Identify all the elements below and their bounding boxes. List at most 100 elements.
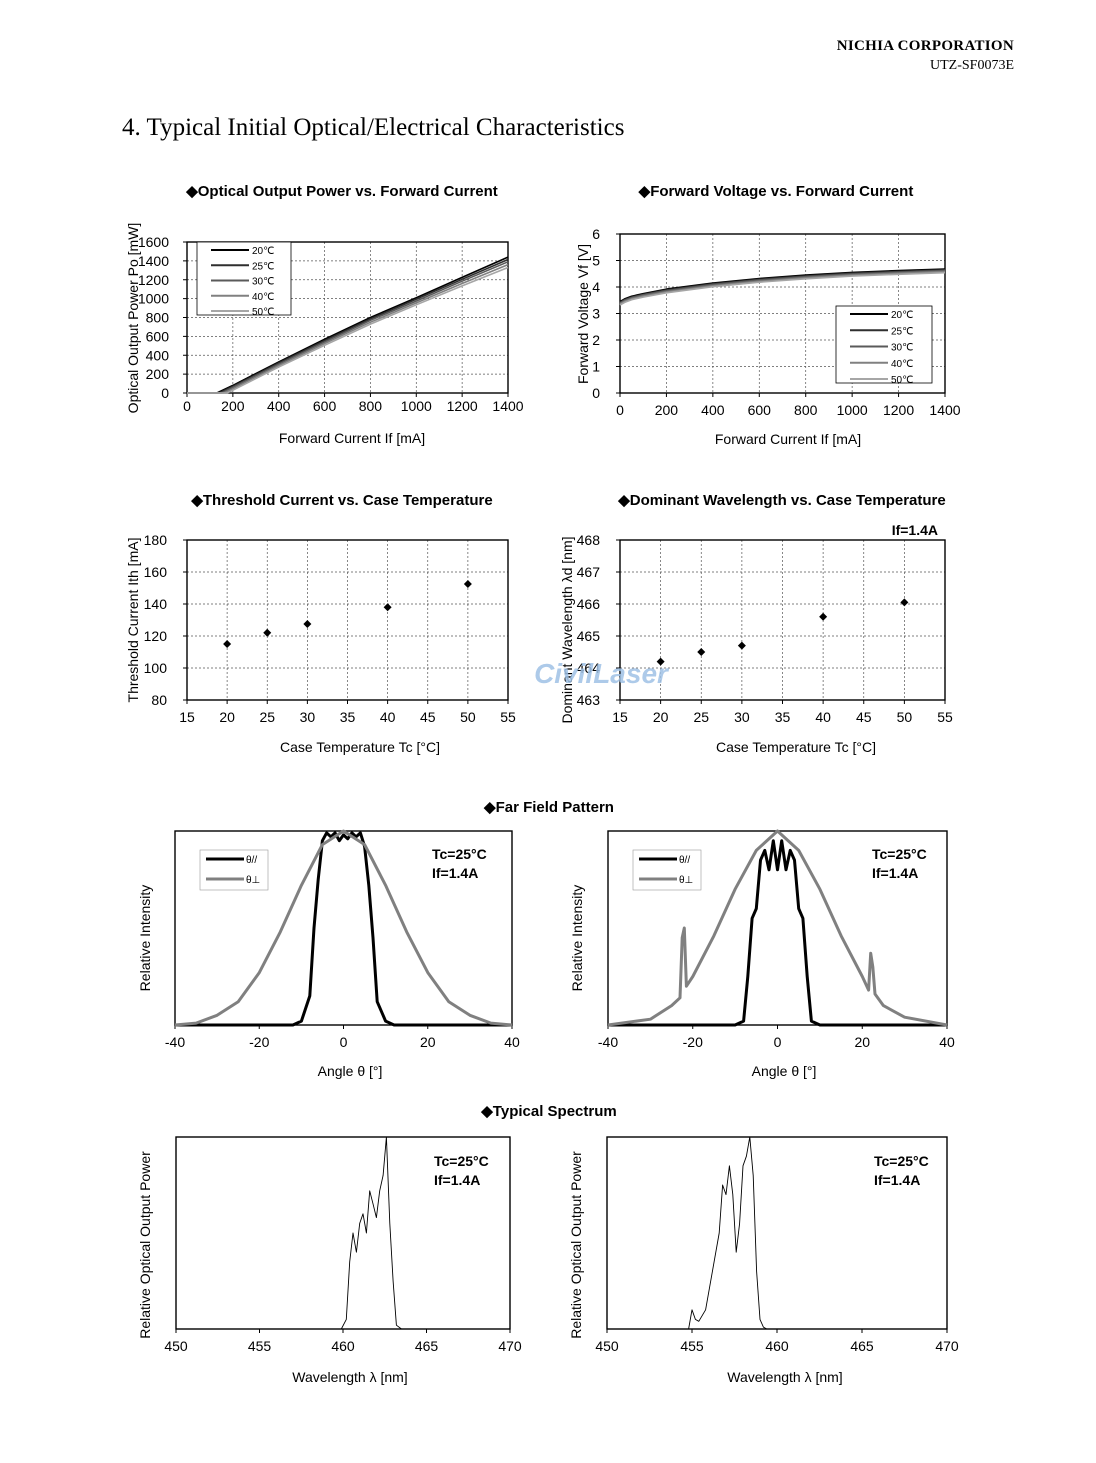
y-tick-label: 600 xyxy=(146,328,170,344)
x-axis-label: Case Temperature Tc [°C] xyxy=(280,739,440,755)
chart-title: ◆Optical Output Power vs. Forward Curren… xyxy=(185,183,498,200)
legend-label: θ⊥ xyxy=(679,875,693,886)
legend-label: 25℃ xyxy=(891,326,913,337)
x-tick-label: -20 xyxy=(249,1034,269,1050)
condition-text: Tc=25°C xyxy=(872,846,927,862)
legend-box xyxy=(632,849,702,891)
x-tick-label: 470 xyxy=(935,1338,959,1354)
x-tick-label: 400 xyxy=(701,402,725,418)
y-tick-label: 4 xyxy=(592,279,600,295)
y-tick-label: 140 xyxy=(144,596,168,612)
y-axis-label: Threshold Current Ith [mA] xyxy=(125,538,141,703)
x-tick-label: 400 xyxy=(267,398,291,414)
y-tick-label: 400 xyxy=(146,347,170,363)
y-tick-label: 3 xyxy=(592,306,600,322)
y-axis-label: Dominant Wavelength λd [nm] xyxy=(559,536,575,723)
chart-wl: ◆Dominant Wavelength vs. Case Temperatur… xyxy=(559,492,953,755)
y-tick-label: 1400 xyxy=(138,253,169,269)
legend-label: 30℃ xyxy=(891,343,913,354)
series-line-s1 xyxy=(174,829,513,1027)
legend-box xyxy=(196,241,292,316)
chart-title: ◆Typical Spectrum xyxy=(480,1103,616,1120)
x-tick-label: 25 xyxy=(693,709,709,725)
y-tick-label: 464 xyxy=(577,660,601,676)
condition-text: If=1.4A xyxy=(432,865,478,881)
x-tick-label: 200 xyxy=(221,398,245,414)
x-tick-label: 20 xyxy=(653,709,669,725)
x-tick-label: 45 xyxy=(420,709,436,725)
x-tick-label: 0 xyxy=(340,1034,348,1050)
y-tick-label: 160 xyxy=(144,564,168,580)
x-axis-label: Forward Current If [mA] xyxy=(715,431,861,447)
y-tick-label: 5 xyxy=(592,253,600,269)
legend-label: 40℃ xyxy=(891,359,913,370)
series-line-s0 xyxy=(175,831,512,1027)
x-axis-label: Forward Current If [mA] xyxy=(279,430,425,446)
data-point xyxy=(900,598,909,607)
document-id: UTZ-SF0073E xyxy=(930,58,1014,73)
chart-title: ◆Threshold Current vs. Case Temperature xyxy=(190,492,492,509)
condition-text: If=1.4A xyxy=(874,1172,920,1188)
chart-title: ◆Dominant Wavelength vs. Case Temperatur… xyxy=(617,492,945,509)
series-line-s1 xyxy=(607,829,948,1027)
chart-title: ◆Far Field Pattern xyxy=(483,799,614,816)
x-axis-label: Angle θ [°] xyxy=(318,1063,383,1079)
y-tick-label: 0 xyxy=(161,385,169,401)
y-tick-label: 200 xyxy=(146,366,170,382)
x-tick-label: 35 xyxy=(340,709,356,725)
legend-label: 50℃ xyxy=(891,375,913,386)
x-axis-label: Wavelength λ [nm] xyxy=(292,1369,407,1385)
x-axis-label: Angle θ [°] xyxy=(752,1063,817,1079)
data-point xyxy=(737,641,746,650)
x-tick-label: -20 xyxy=(683,1034,703,1050)
legend-label: 20℃ xyxy=(252,246,274,257)
series-line-25 xyxy=(187,258,509,394)
y-tick-label: 80 xyxy=(151,692,167,708)
series-line-s0 xyxy=(607,1136,947,1330)
x-tick-label: 0 xyxy=(616,402,624,418)
x-tick-label: 460 xyxy=(765,1338,789,1354)
y-axis-label: Relative Optical Output Power xyxy=(137,1151,153,1339)
series-line-40 xyxy=(619,270,946,305)
legend-label: θ// xyxy=(246,855,257,866)
data-point xyxy=(656,657,665,666)
x-tick-label: 20 xyxy=(854,1034,870,1050)
x-tick-label: 1000 xyxy=(401,398,432,414)
condition-text: Tc=25°C xyxy=(432,846,487,862)
x-axis-label: Wavelength λ [nm] xyxy=(727,1369,842,1385)
x-tick-label: 800 xyxy=(359,398,383,414)
x-tick-label: 465 xyxy=(415,1338,439,1354)
chart-annotation: If=1.4A xyxy=(892,522,938,538)
chart-pi: ◆Optical Output Power vs. Forward Curren… xyxy=(125,183,524,446)
x-tick-label: 465 xyxy=(850,1338,874,1354)
x-tick-label: 55 xyxy=(937,709,953,725)
x-tick-label: 50 xyxy=(460,709,476,725)
condition-text: If=1.4A xyxy=(434,1172,480,1188)
y-tick-label: 1000 xyxy=(138,291,169,307)
x-tick-label: 40 xyxy=(504,1034,520,1050)
legend-label: 50℃ xyxy=(252,307,274,318)
x-tick-label: 15 xyxy=(179,709,195,725)
chart-sp2: 450 455 460 465 470 Wavelength λ [nm] Relative… xyxy=(568,1136,959,1385)
x-tick-label: 40 xyxy=(380,709,396,725)
y-tick-label: 1 xyxy=(592,359,600,375)
x-tick-label: 40 xyxy=(939,1034,955,1050)
data-point xyxy=(697,648,706,656)
series-line-50 xyxy=(619,271,946,306)
y-tick-label: 120 xyxy=(144,628,168,644)
x-tick-label: 460 xyxy=(331,1338,355,1354)
x-tick-label: 600 xyxy=(748,402,772,418)
legend-label: θ// xyxy=(679,855,690,866)
x-tick-label: 50 xyxy=(897,709,913,725)
chart-ffp1: ◆Far Field Pattern -40 -20 0 20 40 Angle θ [°]… xyxy=(137,799,614,1079)
data-point xyxy=(819,612,828,621)
chart-sp1: ◆Typical Spectrum 450 455 460 465 470 Waveleng… xyxy=(137,1103,617,1385)
x-tick-label: 35 xyxy=(775,709,791,725)
x-tick-label: 200 xyxy=(655,402,679,418)
chart-title: ◆Forward Voltage vs. Forward Current xyxy=(638,183,914,200)
data-point xyxy=(263,628,272,637)
x-tick-label: -40 xyxy=(598,1034,618,1050)
x-tick-label: 1400 xyxy=(929,402,960,418)
y-tick-label: 1200 xyxy=(138,272,169,288)
